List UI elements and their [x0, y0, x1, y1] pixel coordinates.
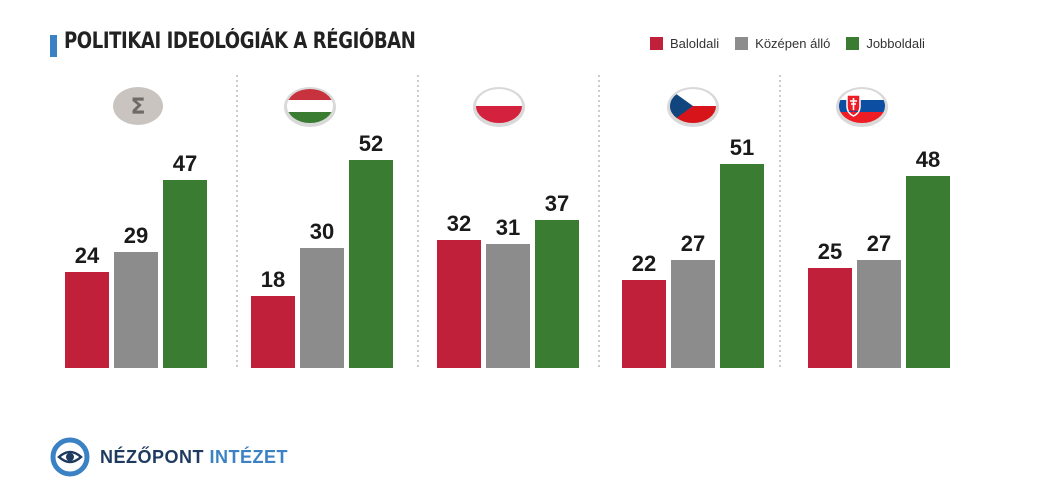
brand-name-part2: INTÉZET	[209, 447, 289, 467]
bar-jobboldali-group-4	[720, 164, 764, 368]
bar-baloldali-group-3	[437, 240, 481, 368]
data-label-baloldali-group-5: 25	[818, 239, 842, 264]
bar-kozepen-group-2	[300, 248, 344, 368]
bar-jobboldali-group-5	[906, 176, 950, 368]
data-label-kozepen-group-4: 27	[681, 231, 705, 256]
title-accent-bar	[50, 35, 57, 57]
poland-flag-icon	[473, 87, 525, 127]
legend-label-jobboldali: Jobboldali	[866, 36, 925, 51]
bar-baloldali-group-5	[808, 268, 852, 368]
bar-baloldali-group-4	[622, 280, 666, 368]
bar-kozepen-group-5	[857, 260, 901, 368]
legend-swatch-jobboldali	[846, 37, 860, 50]
bar-jobboldali-group-2	[349, 160, 393, 368]
czech-flag-icon	[667, 87, 719, 127]
legend: Baloldali Középen álló Jobboldali	[650, 36, 941, 51]
data-label-baloldali-group-2: 18	[261, 267, 285, 292]
brand-name-part1: NÉZŐPONT	[100, 447, 205, 467]
bar-kozepen-group-4	[671, 260, 715, 368]
data-label-kozepen-group-1: 29	[124, 223, 148, 248]
nezopont-logo-icon	[50, 437, 90, 477]
data-label-jobboldali-group-4: 51	[730, 135, 754, 160]
legend-label-kozepen: Középen álló	[755, 36, 831, 51]
bar-kozepen-group-3	[486, 244, 530, 368]
data-label-kozepen-group-2: 30	[310, 219, 334, 244]
data-label-jobboldali-group-1: 47	[173, 151, 197, 176]
data-label-baloldali-group-4: 22	[632, 251, 656, 276]
bar-jobboldali-group-3	[535, 220, 579, 368]
data-label-kozepen-group-3: 31	[496, 215, 520, 240]
bar-baloldali-group-1	[65, 272, 109, 368]
chart-title: POLITIKAI IDEOLÓGIÁK A RÉGIÓBAN	[64, 29, 416, 54]
legend-swatch-baloldali	[650, 37, 663, 50]
bar-kozepen-group-1	[114, 252, 158, 368]
legend-item-kozepen: Középen álló	[735, 36, 830, 51]
bars: 24 29 47 18 30 52 32 31 37 22 27 51 25 27 48	[65, 131, 950, 368]
legend-label-baloldali: Baloldali	[670, 36, 720, 51]
group-separators	[236, 75, 781, 368]
data-label-kozepen-group-5: 27	[867, 231, 891, 256]
data-label-jobboldali-group-3: 37	[545, 191, 569, 216]
legend-swatch-kozepen	[735, 37, 749, 50]
brand-name: NÉZŐPONT INTÉZET	[100, 447, 288, 468]
data-label-jobboldali-group-2: 52	[359, 131, 383, 156]
hungary-flag-icon	[284, 87, 336, 127]
legend-item-jobboldali: Jobboldali	[846, 36, 925, 51]
bar-jobboldali-group-1	[163, 180, 207, 368]
svg-text:Σ: Σ	[130, 95, 145, 120]
sigma-icon: Σ	[113, 87, 163, 125]
data-label-baloldali-group-3: 32	[447, 211, 471, 236]
data-label-baloldali-group-1: 24	[75, 243, 100, 268]
data-label-jobboldali-group-5: 48	[916, 147, 940, 172]
slovakia-flag-icon	[836, 87, 888, 127]
legend-item-baloldali: Baloldali	[650, 36, 719, 51]
bar-baloldali-group-2	[251, 296, 295, 368]
